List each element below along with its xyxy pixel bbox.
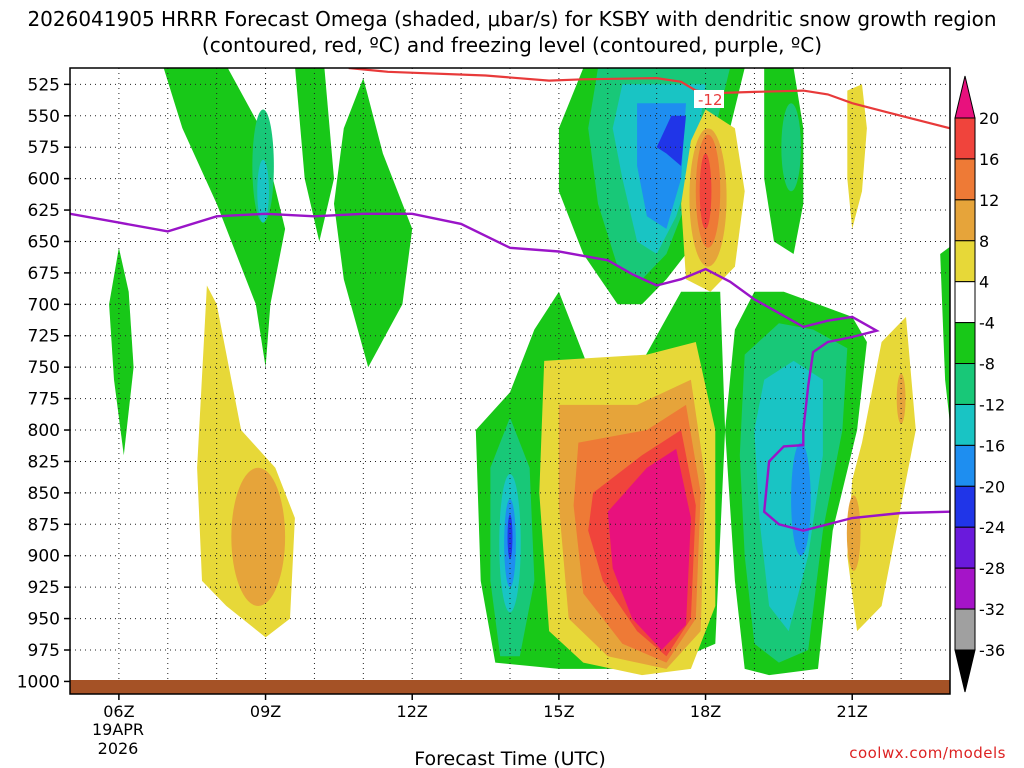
- colorbar-label: -36: [979, 641, 1005, 660]
- chart-title: 2026041905 HRRR Forecast Omega (shaded, …: [27, 7, 997, 57]
- y-tick-label: 700: [28, 295, 60, 315]
- y-tick-label: 975: [28, 641, 60, 661]
- colorbar-label: -32: [979, 600, 1005, 619]
- colorbar-swatch: [954, 117, 976, 160]
- colorbar-top-arrow: [954, 75, 976, 119]
- colorbar-swatch: [954, 485, 976, 528]
- colorbar-swatch: [954, 608, 976, 651]
- colorbar-label: 8: [979, 232, 989, 251]
- y-tick-label: 925: [28, 578, 60, 598]
- y-tick-label: 1000: [17, 672, 60, 692]
- omega-ascent-19z-teal: [781, 103, 801, 192]
- dendritic-contour-label: -12: [698, 91, 723, 109]
- colorbar-swatch: [954, 567, 976, 610]
- colorbar-label: -16: [979, 436, 1005, 455]
- colorbar-bottom-arrow: [954, 649, 976, 693]
- colorbar-label: -8: [979, 355, 995, 374]
- colorbar-swatch: [954, 158, 976, 201]
- dendritic-label-bg: [694, 90, 724, 108]
- y-tick-label: 525: [28, 75, 60, 95]
- y-tick-label: 900: [28, 547, 60, 567]
- y-tick-label: 675: [28, 264, 60, 284]
- omega-region-11z: [334, 78, 413, 368]
- omega-descent-08z-core: [231, 467, 286, 607]
- plot-frame: [69, 67, 951, 695]
- colorbar-label: -24: [979, 518, 1005, 537]
- y-tick-label: 550: [28, 107, 60, 127]
- colorbar-swatch: [954, 281, 976, 324]
- terrain-strip: [70, 680, 950, 694]
- colorbar-label: 12: [979, 191, 999, 210]
- colorbar-label: -4: [979, 314, 995, 333]
- x-tick-label: 21Z: [837, 702, 868, 721]
- omega-core-09z-inner: [257, 159, 269, 223]
- y-tick-label: 750: [28, 358, 60, 378]
- omega-descent-21z-upper: [847, 84, 867, 229]
- y-tick-label: 725: [28, 327, 60, 347]
- colorbar-swatch: [954, 199, 976, 242]
- colorbar-swatch: [954, 322, 976, 365]
- omega-ascent-20z-cyan: [754, 360, 823, 632]
- x-tick-label: 12Z: [397, 702, 428, 721]
- x-axis-title: Forecast Time (UTC): [414, 748, 605, 768]
- y-tick-label: 800: [28, 421, 60, 441]
- omega-streak-06z: [109, 247, 134, 456]
- colorbar-label: 4: [979, 273, 989, 292]
- y-tick-label: 625: [28, 201, 60, 221]
- colorbar-label: 16: [979, 150, 999, 169]
- y-axis: 525 550 575 600 625 650 675 700 725 750 775 800 825 8…: [17, 75, 70, 692]
- colorbar-swatch: [954, 526, 976, 569]
- x-axis: 06Z 09Z 12Z 15Z 18Z 21Z: [103, 694, 868, 721]
- y-tick-label: 825: [28, 452, 60, 472]
- y-tick-label: 650: [28, 232, 60, 252]
- omega-descent-18z-core: [699, 153, 712, 229]
- x-tick-label: 15Z: [543, 702, 574, 721]
- x-tick-label: 18Z: [690, 702, 721, 721]
- omega-ascent-20z-blue: [791, 442, 811, 556]
- y-tick-label: 600: [28, 170, 60, 190]
- x-tick-label: 09Z: [250, 702, 281, 721]
- grid-lines: [70, 68, 950, 694]
- colorbar-swatch: [954, 240, 976, 283]
- omega-ascent-14z-core: [507, 514, 513, 560]
- y-tick-label: 775: [28, 390, 60, 410]
- omega-streak-10z: [295, 68, 334, 242]
- colorbar-swatch: [954, 403, 976, 446]
- omega-descent-21z-core: [846, 495, 861, 571]
- omega-shading: [109, 68, 950, 676]
- omega-ascent-upper-core: [656, 115, 686, 166]
- date-label-day: 19APR: [92, 720, 144, 739]
- freezing-level-line: [70, 212, 950, 532]
- colorbar-label: 20: [979, 109, 999, 128]
- colorbar-label: -20: [979, 477, 1005, 496]
- colorbar-swatch: [954, 363, 976, 405]
- x-tick-label: 06Z: [103, 702, 134, 721]
- y-tick-label: 575: [28, 138, 60, 158]
- y-tick-label: 950: [28, 610, 60, 630]
- colorbar-label: -28: [979, 559, 1005, 578]
- site-credit: coolwx.com/models: [849, 744, 1006, 762]
- colorbar-swatch: [954, 444, 976, 487]
- colorbar-label: -12: [979, 395, 1005, 414]
- y-tick-label: 875: [28, 515, 60, 535]
- colorbar: 20 16 12 8 4 -4 -8 -12 -16 -20 -24 -28 -32 -36: [954, 75, 1005, 693]
- date-label-year: 2026: [98, 739, 139, 758]
- omega-descent-17z-core: [607, 448, 691, 650]
- y-tick-label: 850: [28, 484, 60, 504]
- contour-lines: -12: [70, 68, 950, 532]
